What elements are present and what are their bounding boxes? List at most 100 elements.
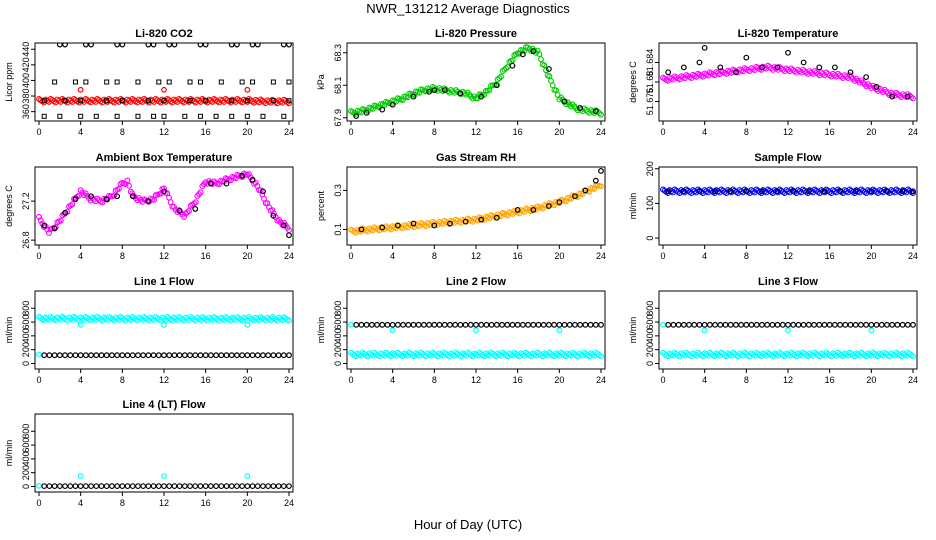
data-point (394, 321, 401, 328)
data-point (286, 483, 292, 490)
data-point (509, 321, 516, 328)
y-tick-label: 440 (21, 42, 31, 57)
x-tick-label: 16 (825, 251, 835, 261)
data-point (826, 321, 833, 328)
x-tick-label: 8 (120, 251, 125, 261)
y-tick-label: 0 (645, 236, 655, 241)
y-tick-label: 200 (645, 161, 655, 176)
data-point (748, 321, 755, 328)
data-point (129, 193, 136, 200)
data-point (192, 206, 199, 212)
data-point (119, 483, 126, 490)
data-point (260, 113, 266, 119)
data-point (665, 321, 672, 328)
data-point (176, 352, 183, 359)
data-point (889, 321, 896, 328)
data-point (124, 352, 131, 359)
data-point (182, 113, 188, 119)
plot-frame (658, 166, 918, 246)
x-tick-label: 12 (471, 375, 481, 385)
y-tick-label: 26.8 (21, 231, 31, 249)
data-point (572, 321, 578, 328)
x-tick-label: 0 (36, 375, 41, 385)
y-tick-label: 0 (21, 484, 31, 489)
data-point (701, 321, 708, 328)
data-point (592, 108, 599, 115)
data-point (582, 187, 589, 194)
data-point (72, 352, 79, 359)
x-tick-label: 16 (513, 375, 523, 385)
data-point (837, 321, 843, 328)
data-point (77, 473, 84, 480)
data-point (145, 483, 152, 490)
data-point (218, 483, 225, 490)
data-point (785, 49, 791, 56)
data-point (129, 352, 136, 359)
data-point (717, 64, 724, 71)
data-point (847, 69, 854, 76)
data-point (223, 483, 230, 490)
data-point (150, 352, 157, 359)
data-point (790, 321, 797, 328)
data-point (675, 321, 682, 328)
plot-frame (34, 413, 294, 493)
data-point (260, 483, 266, 490)
data-point (498, 73, 504, 80)
panel-title: Sample Flow (754, 152, 822, 164)
data-point (873, 321, 880, 328)
data-point (546, 66, 552, 72)
data-point (88, 352, 94, 359)
data-point (145, 98, 151, 104)
data-point (213, 113, 219, 119)
data-point (41, 222, 48, 229)
data-point (197, 43, 204, 48)
panel-title: Li-820 Temperature (738, 28, 839, 40)
data-point (743, 54, 750, 61)
x-tick-label: 20 (554, 375, 564, 385)
data-point (478, 93, 485, 100)
y-tick-label: 200 (333, 342, 343, 357)
x-tick-label: 0 (348, 127, 353, 137)
data-point (161, 352, 167, 359)
data-point (384, 321, 391, 328)
panel-title: Ambient Box Temperature (96, 152, 233, 164)
data-point (223, 352, 230, 359)
y-tick-label: 200 (645, 342, 655, 357)
data-point (88, 43, 94, 48)
data-point (536, 51, 543, 58)
y-tick-label: 67.9 (333, 109, 343, 127)
x-tick-label: 4 (702, 375, 707, 385)
data-point (197, 352, 204, 359)
x-tick-label: 0 (36, 127, 41, 137)
x-tick-label: 8 (744, 127, 749, 137)
data-point (899, 321, 906, 328)
x-tick-label: 20 (242, 498, 252, 508)
data-point (816, 321, 823, 328)
data-point (192, 483, 199, 490)
data-point (161, 86, 167, 93)
data-point (78, 113, 84, 119)
data-point (270, 483, 277, 490)
data-point (686, 321, 692, 328)
data-point (207, 180, 214, 187)
data-point (111, 192, 117, 199)
data-point (275, 352, 282, 359)
data-point (82, 43, 89, 48)
data-point (280, 352, 287, 359)
data-point (759, 321, 765, 328)
data-point (270, 352, 277, 359)
data-point (598, 321, 604, 328)
data-point (114, 193, 121, 200)
data-point (543, 67, 549, 74)
x-tick-label: 8 (744, 251, 749, 261)
x-tick-label: 24 (596, 375, 606, 385)
data-point (415, 321, 422, 328)
data-point (457, 321, 464, 328)
y-tick-label: 0 (21, 361, 31, 366)
data-point (499, 321, 505, 328)
data-point (114, 113, 120, 119)
data-point (530, 48, 537, 55)
